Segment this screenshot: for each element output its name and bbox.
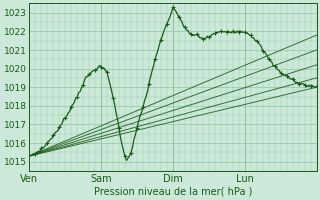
X-axis label: Pression niveau de la mer( hPa ): Pression niveau de la mer( hPa ) [94,187,252,197]
